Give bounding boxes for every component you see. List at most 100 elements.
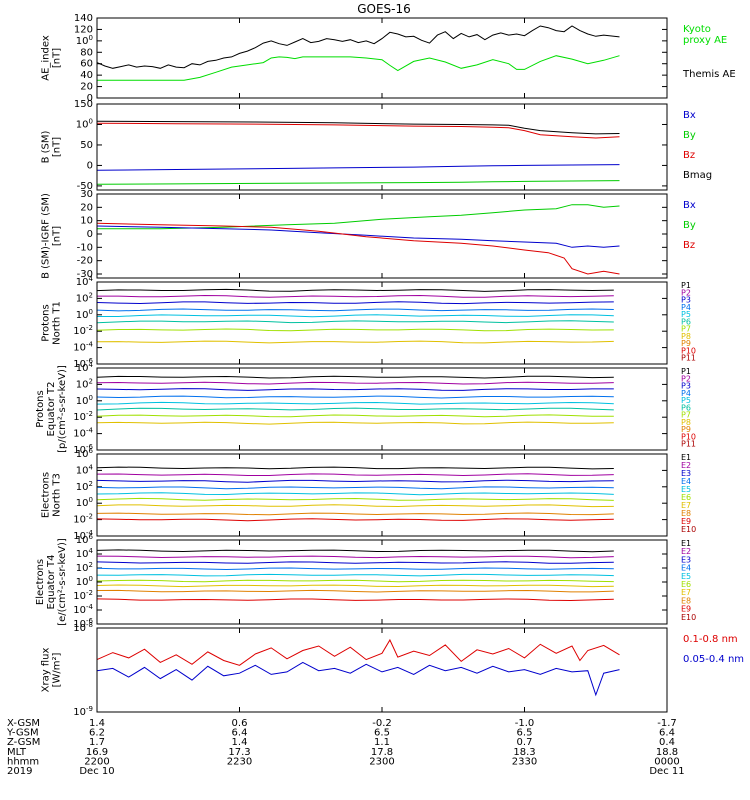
footer-value-3-3: 18.3 xyxy=(513,747,535,758)
y-tick-label-1-3: 100 xyxy=(76,117,93,130)
flux-level-3-6 xyxy=(96,328,614,332)
channel-label-3-5: P6 xyxy=(681,317,691,326)
channel-label-3-0: P1 xyxy=(681,281,691,290)
flux-level-4-1 xyxy=(96,381,614,385)
y-tick-label-1-0: -50 xyxy=(77,181,93,192)
footer-value-1-3: 17.3 xyxy=(228,747,250,758)
legend-entry-1-0: Bx xyxy=(683,110,696,121)
flux-level-4-6 xyxy=(96,414,614,418)
series-line-7-1 xyxy=(96,661,620,697)
channel-label-6-9: E10 xyxy=(681,613,696,622)
y-tick-label-5-1: 10-2 xyxy=(73,513,93,526)
y-tick-label-2-1: -20 xyxy=(77,256,93,267)
channel-label-3-3: P4 xyxy=(681,303,691,312)
channel-label-5-5: E6 xyxy=(681,493,691,502)
y-tick-label-6-2: 10-2 xyxy=(73,589,93,602)
channel-label-5-9: E10 xyxy=(681,525,696,534)
channel-label-4-8: P9 xyxy=(681,425,691,434)
y-tick-label-6-5: 104 xyxy=(76,547,94,560)
channel-label-3-2: P3 xyxy=(681,296,691,305)
y-tick-label-2-0: -30 xyxy=(77,269,93,280)
y-tick-label-4-2: 10-2 xyxy=(73,410,93,423)
flux-level-6-7 xyxy=(96,589,614,593)
footer-value-4-1: 6.4 xyxy=(659,728,675,739)
flux-level-6-3 xyxy=(96,567,614,571)
flux-level-6-6 xyxy=(96,584,614,588)
y-tick-label-1-1: 0 xyxy=(87,160,93,171)
flux-level-5-8 xyxy=(96,518,614,522)
y-tick-label-3-3: 100 xyxy=(76,308,93,321)
flux-level-5-1 xyxy=(96,473,614,477)
footer-value-2-4: 2300 xyxy=(369,756,394,767)
panel-2: -30 -20 -10 0 10 20 30 B (SM)-IGRF (SM)[nT] Bx By… xyxy=(41,189,696,280)
footer-value-4-5: Dec 11 xyxy=(649,766,684,777)
channel-label-4-5: P6 xyxy=(681,403,691,412)
channel-label-6-7: E8 xyxy=(681,596,691,605)
y-tick-label-6-0: 10-6 xyxy=(73,617,93,630)
footer-value-0-0: 1.4 xyxy=(89,718,105,729)
y-tick-label-0-5: 100 xyxy=(76,34,93,47)
flux-level-5-4 xyxy=(96,492,614,496)
flux-level-6-1 xyxy=(96,555,614,559)
footer-value-1-4: 2230 xyxy=(227,756,252,767)
footer-row-label-0: X-GSM xyxy=(7,718,40,729)
channel-label-3-6: P7 xyxy=(681,325,691,334)
channel-label-5-3: E4 xyxy=(681,477,691,486)
channel-label-4-6: P7 xyxy=(681,411,691,420)
channel-label-5-1: E2 xyxy=(681,461,691,470)
legend-entry-1-1: By xyxy=(683,130,696,141)
channel-label-6-0: E1 xyxy=(681,539,691,548)
y-tick-label-3-2: 10-2 xyxy=(73,324,93,337)
y-tick-label-5-3: 102 xyxy=(76,480,93,493)
y-tick-label-4-4: 102 xyxy=(76,377,93,390)
y-tick-label-7-0: 10-9 xyxy=(73,705,93,718)
y-tick-label-4-3: 100 xyxy=(76,394,93,407)
y-tick-label-2-2: -10 xyxy=(77,242,93,253)
channel-label-4-4: P5 xyxy=(681,396,691,405)
y-tick-label-6-1: 10-4 xyxy=(73,603,93,616)
channel-label-5-8: E9 xyxy=(681,517,691,526)
flux-level-3-2 xyxy=(96,301,614,305)
flux-level-3-5 xyxy=(96,320,614,324)
channel-label-3-1: P2 xyxy=(681,288,691,297)
y-tick-label-3-5: 104 xyxy=(76,275,94,288)
series-line-7-0 xyxy=(96,638,620,666)
channel-label-4-0: P1 xyxy=(681,367,691,376)
footer-value-3-2: 0.7 xyxy=(517,737,533,748)
footer-value-3-4: 2330 xyxy=(512,756,537,767)
y-tick-label-3-1: 10-4 xyxy=(73,341,93,354)
footer-value-2-3: 17.8 xyxy=(371,747,393,758)
panel-frame-4 xyxy=(96,367,668,451)
panel-frame-7 xyxy=(96,627,668,713)
y-tick-label-1-4: 150 xyxy=(74,99,93,110)
y-tick-label-6-4: 102 xyxy=(76,561,93,574)
footer-row-label-2: Z-GSM xyxy=(7,737,40,748)
plot-title: GOES-16 xyxy=(357,2,411,16)
channel-label-5-6: E7 xyxy=(681,501,691,510)
flux-level-6-8 xyxy=(96,598,614,602)
flux-level-5-0 xyxy=(96,466,614,470)
footer-value-0-2: 1.7 xyxy=(89,737,105,748)
channel-label-3-8: P9 xyxy=(681,339,691,348)
footer-value-2-1: 6.5 xyxy=(374,728,390,739)
series-line-1-2 xyxy=(96,164,620,171)
footer-row-label-4: hhmm xyxy=(7,756,39,767)
y-axis-label-1: B (SM)[nT] xyxy=(41,130,63,163)
y-tick-label-7-1: 10-8 xyxy=(73,621,93,634)
y-tick-label-0-0: 0 xyxy=(87,93,93,104)
flux-level-5-3 xyxy=(96,486,614,490)
y-tick-label-2-6: 30 xyxy=(80,189,93,200)
y-axis-label-5: ElectronsNorth T3 xyxy=(41,472,63,518)
y-tick-label-3-4: 102 xyxy=(76,291,93,304)
y-tick-label-5-5: 106 xyxy=(76,447,94,460)
channel-label-5-2: E3 xyxy=(681,469,691,478)
series-line-0-1 xyxy=(97,55,620,81)
channel-label-6-6: E7 xyxy=(681,588,691,597)
channel-label-6-2: E3 xyxy=(681,555,691,564)
y-tick-label-4-1: 10-4 xyxy=(73,427,93,440)
y-tick-label-4-0: 10-6 xyxy=(73,443,93,456)
channel-label-4-1: P2 xyxy=(681,374,691,383)
footer-row-label-1: Y-GSM xyxy=(6,728,39,739)
flux-level-4-5 xyxy=(96,407,614,411)
